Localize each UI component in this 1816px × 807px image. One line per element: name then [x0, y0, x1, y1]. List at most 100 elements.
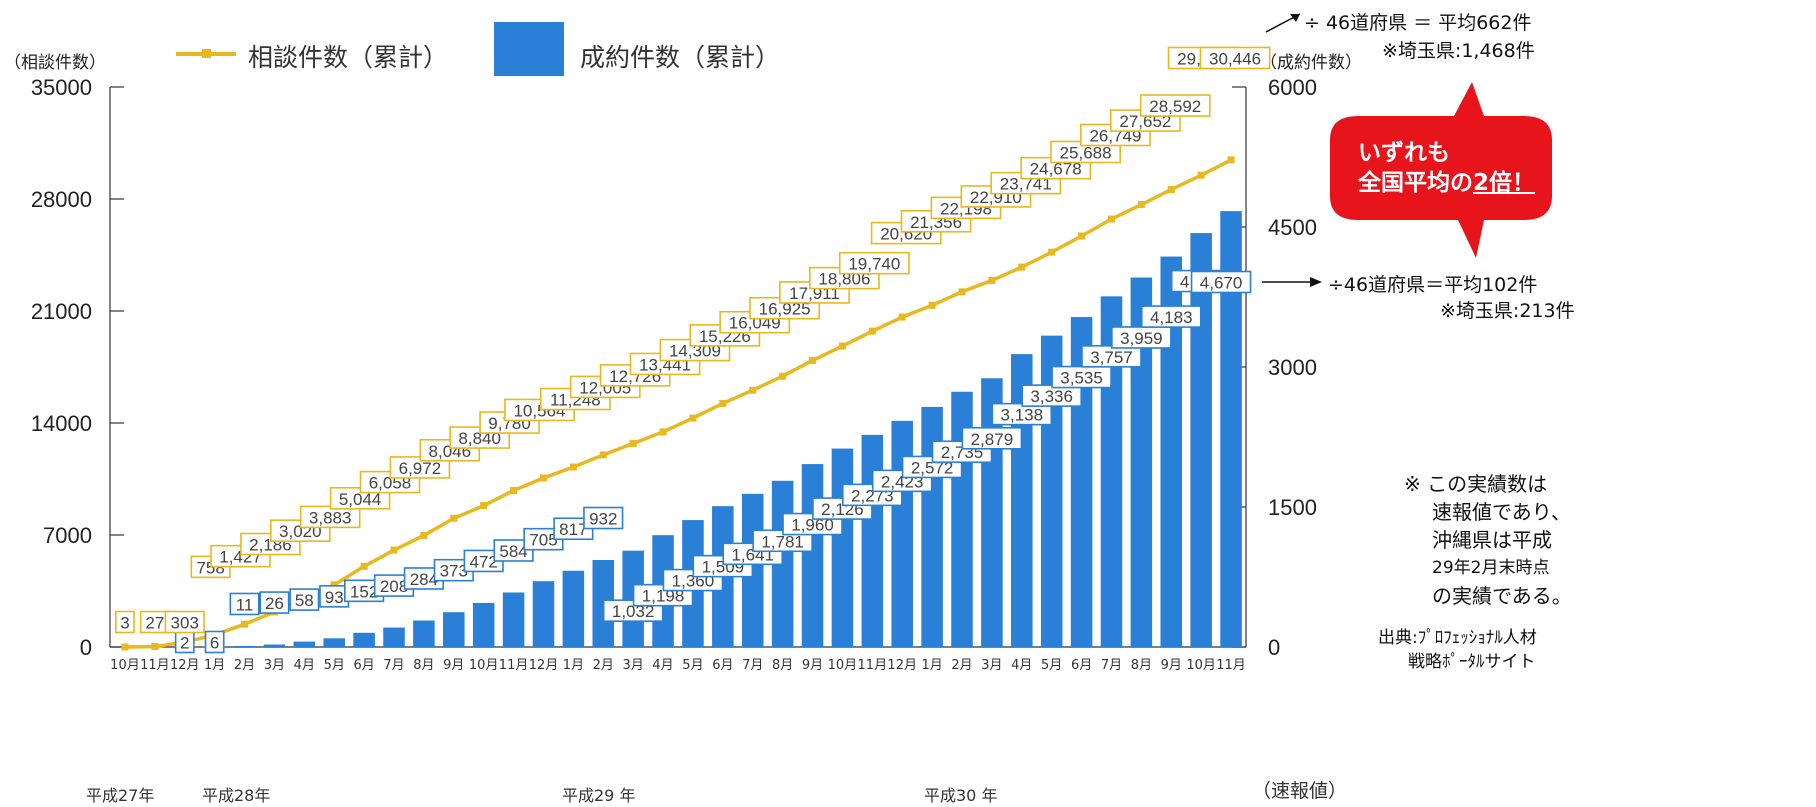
callout-bubble: いずれも 全国平均の2倍！ [1336, 124, 1546, 216]
x-tick-label: 7月 [1101, 658, 1122, 673]
bar-data-label: 2,879 [961, 426, 1023, 450]
left-tick-label: 35000 [31, 75, 92, 100]
line-data-label: 3 [115, 610, 135, 634]
x-tick-label: 3月 [623, 658, 644, 673]
legend-bar-swatch [494, 22, 564, 76]
bar [472, 602, 495, 647]
bar-data-label: 3,757 [1081, 345, 1142, 368]
left-tick-label: 21000 [31, 299, 92, 324]
bar-data-label-text: 3,959 [1120, 329, 1163, 348]
line-data-label-text: 3 [120, 614, 129, 633]
bar-data-label: 11 [229, 592, 260, 616]
line-point [121, 643, 129, 651]
x-tick-label: 11月 [1216, 658, 1246, 673]
bar [383, 627, 405, 647]
bar-data-label-text: 284 [410, 570, 438, 589]
x-tick-label: 10月 [469, 658, 499, 673]
bar [532, 581, 555, 647]
x-tick-label: 8月 [772, 658, 793, 673]
line-point [510, 487, 518, 495]
line-data-label-box [115, 610, 135, 634]
bar-data-label-text: 93 [325, 588, 344, 607]
line-data-label-text: 16,925 [759, 300, 811, 319]
x-tick-label: 12月 [170, 658, 200, 673]
bar [1160, 256, 1183, 647]
era-label-h27: 平成27年 [86, 786, 155, 805]
bar-data-label-text: 1,032 [612, 602, 655, 621]
bar-data-label: 373 [433, 558, 474, 582]
bar-data-label: 584 [493, 539, 534, 562]
bar [861, 434, 884, 647]
line-point [898, 313, 906, 321]
x-tick-label: 1月 [921, 658, 942, 673]
bar-data-label-box [229, 592, 260, 616]
bar-data-label: 3,138 [991, 402, 1053, 426]
line-point [809, 356, 817, 364]
line-data-label: 3,883 [299, 505, 361, 529]
right-tick-label: 0 [1268, 635, 1280, 660]
x-tick-label: 5月 [682, 658, 703, 673]
bar-data-label-text: 2,879 [971, 430, 1014, 449]
x-tick-label: 1月 [204, 658, 225, 673]
bar-data-label-text: 705 [529, 531, 557, 550]
bar-data-label-box [204, 630, 225, 654]
bar [323, 638, 345, 647]
line-data-label-text: 19,740 [848, 255, 900, 274]
right-tick-label: 3000 [1268, 355, 1317, 380]
line-point [719, 399, 727, 407]
x-tick-label: 11月 [858, 658, 888, 673]
source-block: 出典:ﾌﾟﾛﾌｪｯｼｮﾅﾙ人材 戦略ﾎﾟｰﾀﾙサイト [1378, 626, 1537, 674]
x-tick-label: 9月 [802, 658, 823, 673]
bar [562, 570, 585, 647]
x-tick-label: 10月 [110, 658, 140, 673]
x-tick-label: 3月 [264, 658, 285, 673]
bar [233, 645, 256, 647]
line-data-label-text: 27 [145, 614, 164, 633]
x-tick-label: 11月 [499, 658, 529, 673]
mid-arrow-head [1310, 277, 1322, 287]
bar-data-label-text: 932 [589, 510, 617, 529]
callout-line-2: 全国平均の2倍！ [1358, 168, 1546, 198]
x-tick-label: 12月 [529, 658, 559, 673]
x-tick-label: 7月 [383, 658, 404, 673]
bar-data-label-text: 1,960 [791, 516, 834, 535]
bar [891, 420, 913, 647]
bar-data-label-text: 58 [295, 591, 314, 610]
left-tick-label: 28000 [31, 187, 92, 212]
note-line-5: の実績である。 [1432, 584, 1572, 608]
bar-data-label: 3,959 [1111, 326, 1172, 349]
bar-data-label: 2,572 [901, 455, 963, 479]
line-point [838, 342, 846, 350]
bar-data-label: 3,535 [1051, 365, 1112, 389]
line-point [659, 428, 667, 436]
bar-data-label-text: 584 [499, 542, 527, 561]
line-data-label: 303 [164, 610, 205, 634]
bar [502, 592, 525, 647]
line-point [868, 327, 876, 335]
line-point [1197, 171, 1205, 179]
x-tick-label: 8月 [413, 658, 434, 673]
decorations [1262, 13, 1552, 287]
bar-data-label: 4,670 [1190, 270, 1252, 294]
bar-data-labels: 2 611 26 58 93 152 208 284 373 4725847058179321,0… [174, 269, 1252, 654]
x-tick-label: 9月 [443, 658, 464, 673]
right-axis-title: （成約件数） [1260, 53, 1362, 73]
bar-data-label-text: 3,535 [1060, 369, 1103, 388]
source-line-1: 出典:ﾌﾟﾛﾌｪｯｼｮﾅﾙ人材 [1378, 628, 1537, 648]
bar-data-label-text: 373 [440, 562, 468, 581]
x-tick-label: 5月 [324, 658, 345, 673]
bar-data-label-text: 6 [210, 634, 219, 653]
bar-data-label-text: 2,572 [911, 458, 954, 477]
line-point [539, 474, 547, 482]
line-point [1167, 186, 1175, 194]
note-line-3: 沖縄県は平成 [1432, 528, 1552, 552]
bar-data-label: 472 [463, 549, 504, 573]
bar-data-label: 93 [319, 585, 350, 608]
line-data-label-text: 28,592 [1149, 97, 1201, 116]
left-tick-label: 0 [80, 635, 92, 660]
left-tick-label: 14000 [31, 411, 92, 436]
bar [801, 464, 824, 647]
bar-data-label-text: 4,183 [1150, 308, 1193, 327]
callout-line-1: いずれも [1358, 140, 1450, 166]
line-point [480, 502, 488, 510]
